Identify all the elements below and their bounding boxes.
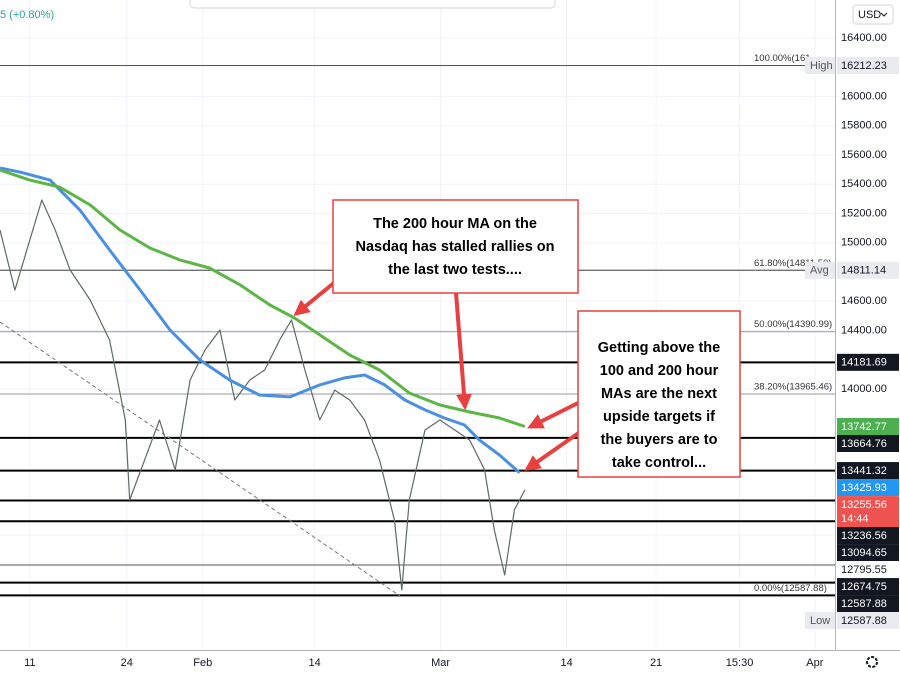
fib-label: 100.00%(161 (754, 53, 811, 64)
price-tag-name: High (810, 60, 833, 72)
price-tag (837, 261, 899, 279)
x-tick-label: 21 (650, 657, 662, 669)
price-tag-name-box (805, 612, 835, 630)
price-tag-label: 12587.88 (841, 598, 887, 610)
annotation-box (332, 199, 579, 294)
annotation-text: Getting above the (598, 340, 720, 356)
price-tag (837, 462, 899, 480)
price-tag (837, 417, 899, 435)
price-tag-label: 13441.32 (841, 465, 887, 477)
annotation-text: the buyers are to (601, 432, 718, 448)
y-tick-label: 16400.00 (841, 32, 887, 44)
arrow (524, 430, 582, 471)
x-tick-label: Mar (431, 657, 450, 669)
axes: 16400.00 16000.00 15800.00 15600.00 15400.00… (24, 32, 899, 669)
price-tag-label: 13664.76 (841, 438, 887, 450)
arrow (527, 401, 579, 429)
price-tag (837, 561, 899, 579)
price-tag-name: Avg (810, 265, 829, 277)
price-tag-label: 14181.69 (841, 357, 887, 369)
y-tick-label: 15800.00 (841, 120, 887, 132)
price-tag (837, 479, 899, 497)
series-line (0, 168, 526, 428)
annotation-text: Nasdaq has stalled rallies on (355, 239, 554, 255)
price-tag-name-box (805, 56, 835, 74)
price-tag-label: 13236.56 (841, 530, 887, 542)
price-tag (837, 56, 899, 74)
currency: USD (858, 9, 881, 21)
y-tick-label: 14600.00 (841, 295, 887, 307)
price-tag (837, 544, 899, 562)
annotation-text: MAs are the next (601, 386, 717, 402)
annotation-text: the last two tests.... (388, 262, 522, 278)
symbol-change: 5 (+0.80%) (0, 9, 54, 21)
price-tag (837, 496, 899, 528)
x-tick-label: Apr (806, 657, 823, 669)
y-tick-label: 15200.00 (841, 207, 887, 219)
series-line (0, 166, 521, 474)
arrow (293, 280, 337, 317)
price-tag-label: 12795.55 (841, 564, 887, 576)
fib-label: 61.80%(14811.50) (754, 258, 831, 269)
price-tag (837, 353, 899, 371)
price-tag (837, 434, 899, 452)
series (0, 166, 526, 591)
annotation-text: The 200 hour MA on the (373, 216, 537, 232)
fib-label: 0.00%(12587.88) (754, 583, 827, 594)
x-tick-label: 14 (308, 657, 320, 669)
price-tag-label: 13255.56 (841, 499, 887, 511)
trend-line (0, 321, 401, 597)
y-tick-label: 15400.00 (841, 178, 887, 190)
fib-label: 50.00%(14390.99) (754, 319, 832, 330)
price-tag (837, 527, 899, 545)
settings-icon[interactable] (866, 656, 878, 668)
price-tag (837, 578, 899, 596)
price-tag (837, 595, 899, 613)
y-tick-label: 15600.00 (841, 149, 887, 161)
x-tick-label: 14 (560, 657, 572, 669)
annotation-text: take control... (612, 455, 706, 471)
price-tag-label: 12587.88 (841, 615, 887, 627)
x-tick-label: Feb (193, 657, 212, 669)
price-tag-label: 16212.23 (841, 60, 887, 72)
dropdown-icon (880, 12, 888, 17)
x-tick-label: 11 (24, 657, 35, 669)
price-tag-label: 13425.93 (841, 482, 887, 494)
annotation-text: upside targets if (603, 409, 715, 425)
price-tag (837, 612, 899, 630)
arrow (454, 292, 472, 411)
annotation-box (577, 310, 741, 478)
price-tag-label: 12674.75 (841, 581, 887, 593)
series-line (0, 199, 526, 591)
y-tick-label: 15000.00 (841, 237, 887, 249)
y-tick-label: 14400.00 (841, 324, 887, 336)
annotation-text: 100 and 200 hour (600, 363, 719, 379)
price-tag-label: 13094.65 (841, 547, 887, 559)
price-tag-name-box (805, 261, 835, 279)
currency-button[interactable] (852, 4, 894, 25)
toolbar[interactable] (189, 0, 556, 9)
price-tag-label: 13742.77 (841, 421, 887, 433)
annotations: The 200 hour MA on the Nasdaq has stalle… (293, 199, 741, 478)
time-axis (0, 650, 835, 676)
fib-label: 38.20%(13965.46) (754, 381, 832, 392)
y-tick-label: 16000.00 (841, 90, 887, 102)
x-tick-label: 15:30 (726, 657, 754, 669)
price-tag-label: 14811.14 (841, 265, 886, 277)
countdown: 14:44 (841, 513, 869, 525)
x-tick-label: 24 (121, 657, 133, 669)
y-tick-label: 14000.00 (841, 383, 887, 395)
price-tag-name: Low (810, 615, 830, 627)
